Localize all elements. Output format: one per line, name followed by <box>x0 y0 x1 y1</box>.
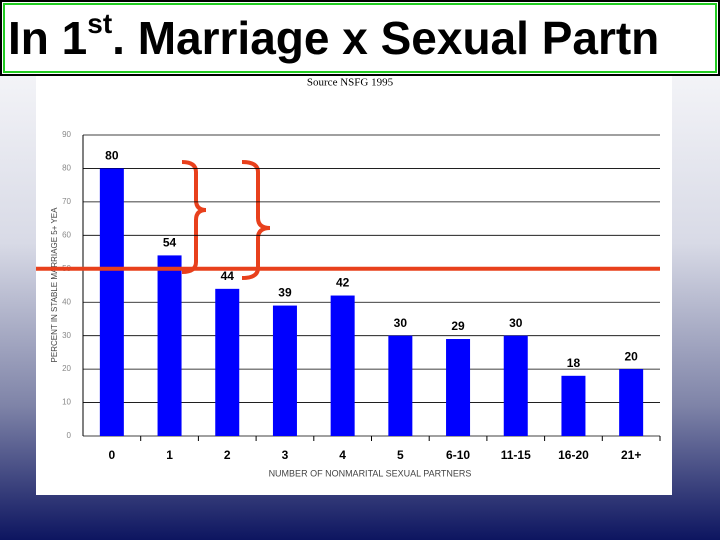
x-tick-label: 4 <box>339 448 346 462</box>
bar <box>157 255 182 436</box>
x-tick-label: 0 <box>109 448 116 462</box>
bar <box>503 335 528 436</box>
value-label: 29 <box>451 319 465 333</box>
title-box <box>0 0 720 76</box>
x-tick-label: 2 <box>224 448 231 462</box>
bar <box>215 288 240 436</box>
x-tick-label: 11-15 <box>501 448 531 462</box>
value-label: 18 <box>567 356 581 370</box>
bar <box>388 335 413 436</box>
bar <box>330 295 355 436</box>
value-label: 44 <box>221 269 235 283</box>
x-tick-label: 6-10 <box>446 448 470 462</box>
bar <box>272 305 297 436</box>
y-tick-label: 90 <box>62 130 71 139</box>
x-axis-label: NUMBER OF NONMARITAL SEXUAL PARTNERS <box>269 468 472 478</box>
bar <box>561 375 586 436</box>
x-tick-label: 5 <box>397 448 404 462</box>
bar <box>446 339 471 436</box>
value-label: 30 <box>509 316 523 330</box>
y-tick-label: 70 <box>62 197 71 206</box>
title-border <box>3 3 717 73</box>
y-tick-label: 20 <box>62 364 71 373</box>
bar <box>99 168 124 436</box>
title-sup: st <box>87 8 112 39</box>
bar <box>619 369 644 436</box>
value-label: 80 <box>105 149 119 163</box>
value-label: 30 <box>394 316 408 330</box>
title-part: In 1 <box>8 12 87 64</box>
brace <box>241 160 271 280</box>
value-label: 54 <box>163 236 177 250</box>
value-label: 39 <box>278 286 292 300</box>
x-tick-label: 21+ <box>621 448 641 462</box>
x-tick-label: 1 <box>166 448 173 462</box>
value-label: 42 <box>336 276 350 290</box>
x-tick-label: 3 <box>282 448 289 462</box>
y-axis-label: PERCENT IN STABLE MARRIAGE 5+ YEA <box>50 207 59 363</box>
y-tick-label: 0 <box>67 431 72 440</box>
value-label: 20 <box>624 349 638 363</box>
y-tick-label: 10 <box>62 398 71 407</box>
subtitle: Source NSFG 1995 <box>307 77 394 89</box>
y-tick-label: 60 <box>62 230 71 239</box>
brace <box>181 160 207 274</box>
x-tick-label: 16-20 <box>558 448 589 462</box>
y-tick-label: 40 <box>62 297 71 306</box>
title: In 1st. Marriage x Sexual Partn <box>8 8 659 64</box>
y-tick-label: 80 <box>62 164 71 173</box>
y-tick-label: 30 <box>62 331 71 340</box>
title-part: . Marriage x Sexual Partn <box>112 12 659 64</box>
